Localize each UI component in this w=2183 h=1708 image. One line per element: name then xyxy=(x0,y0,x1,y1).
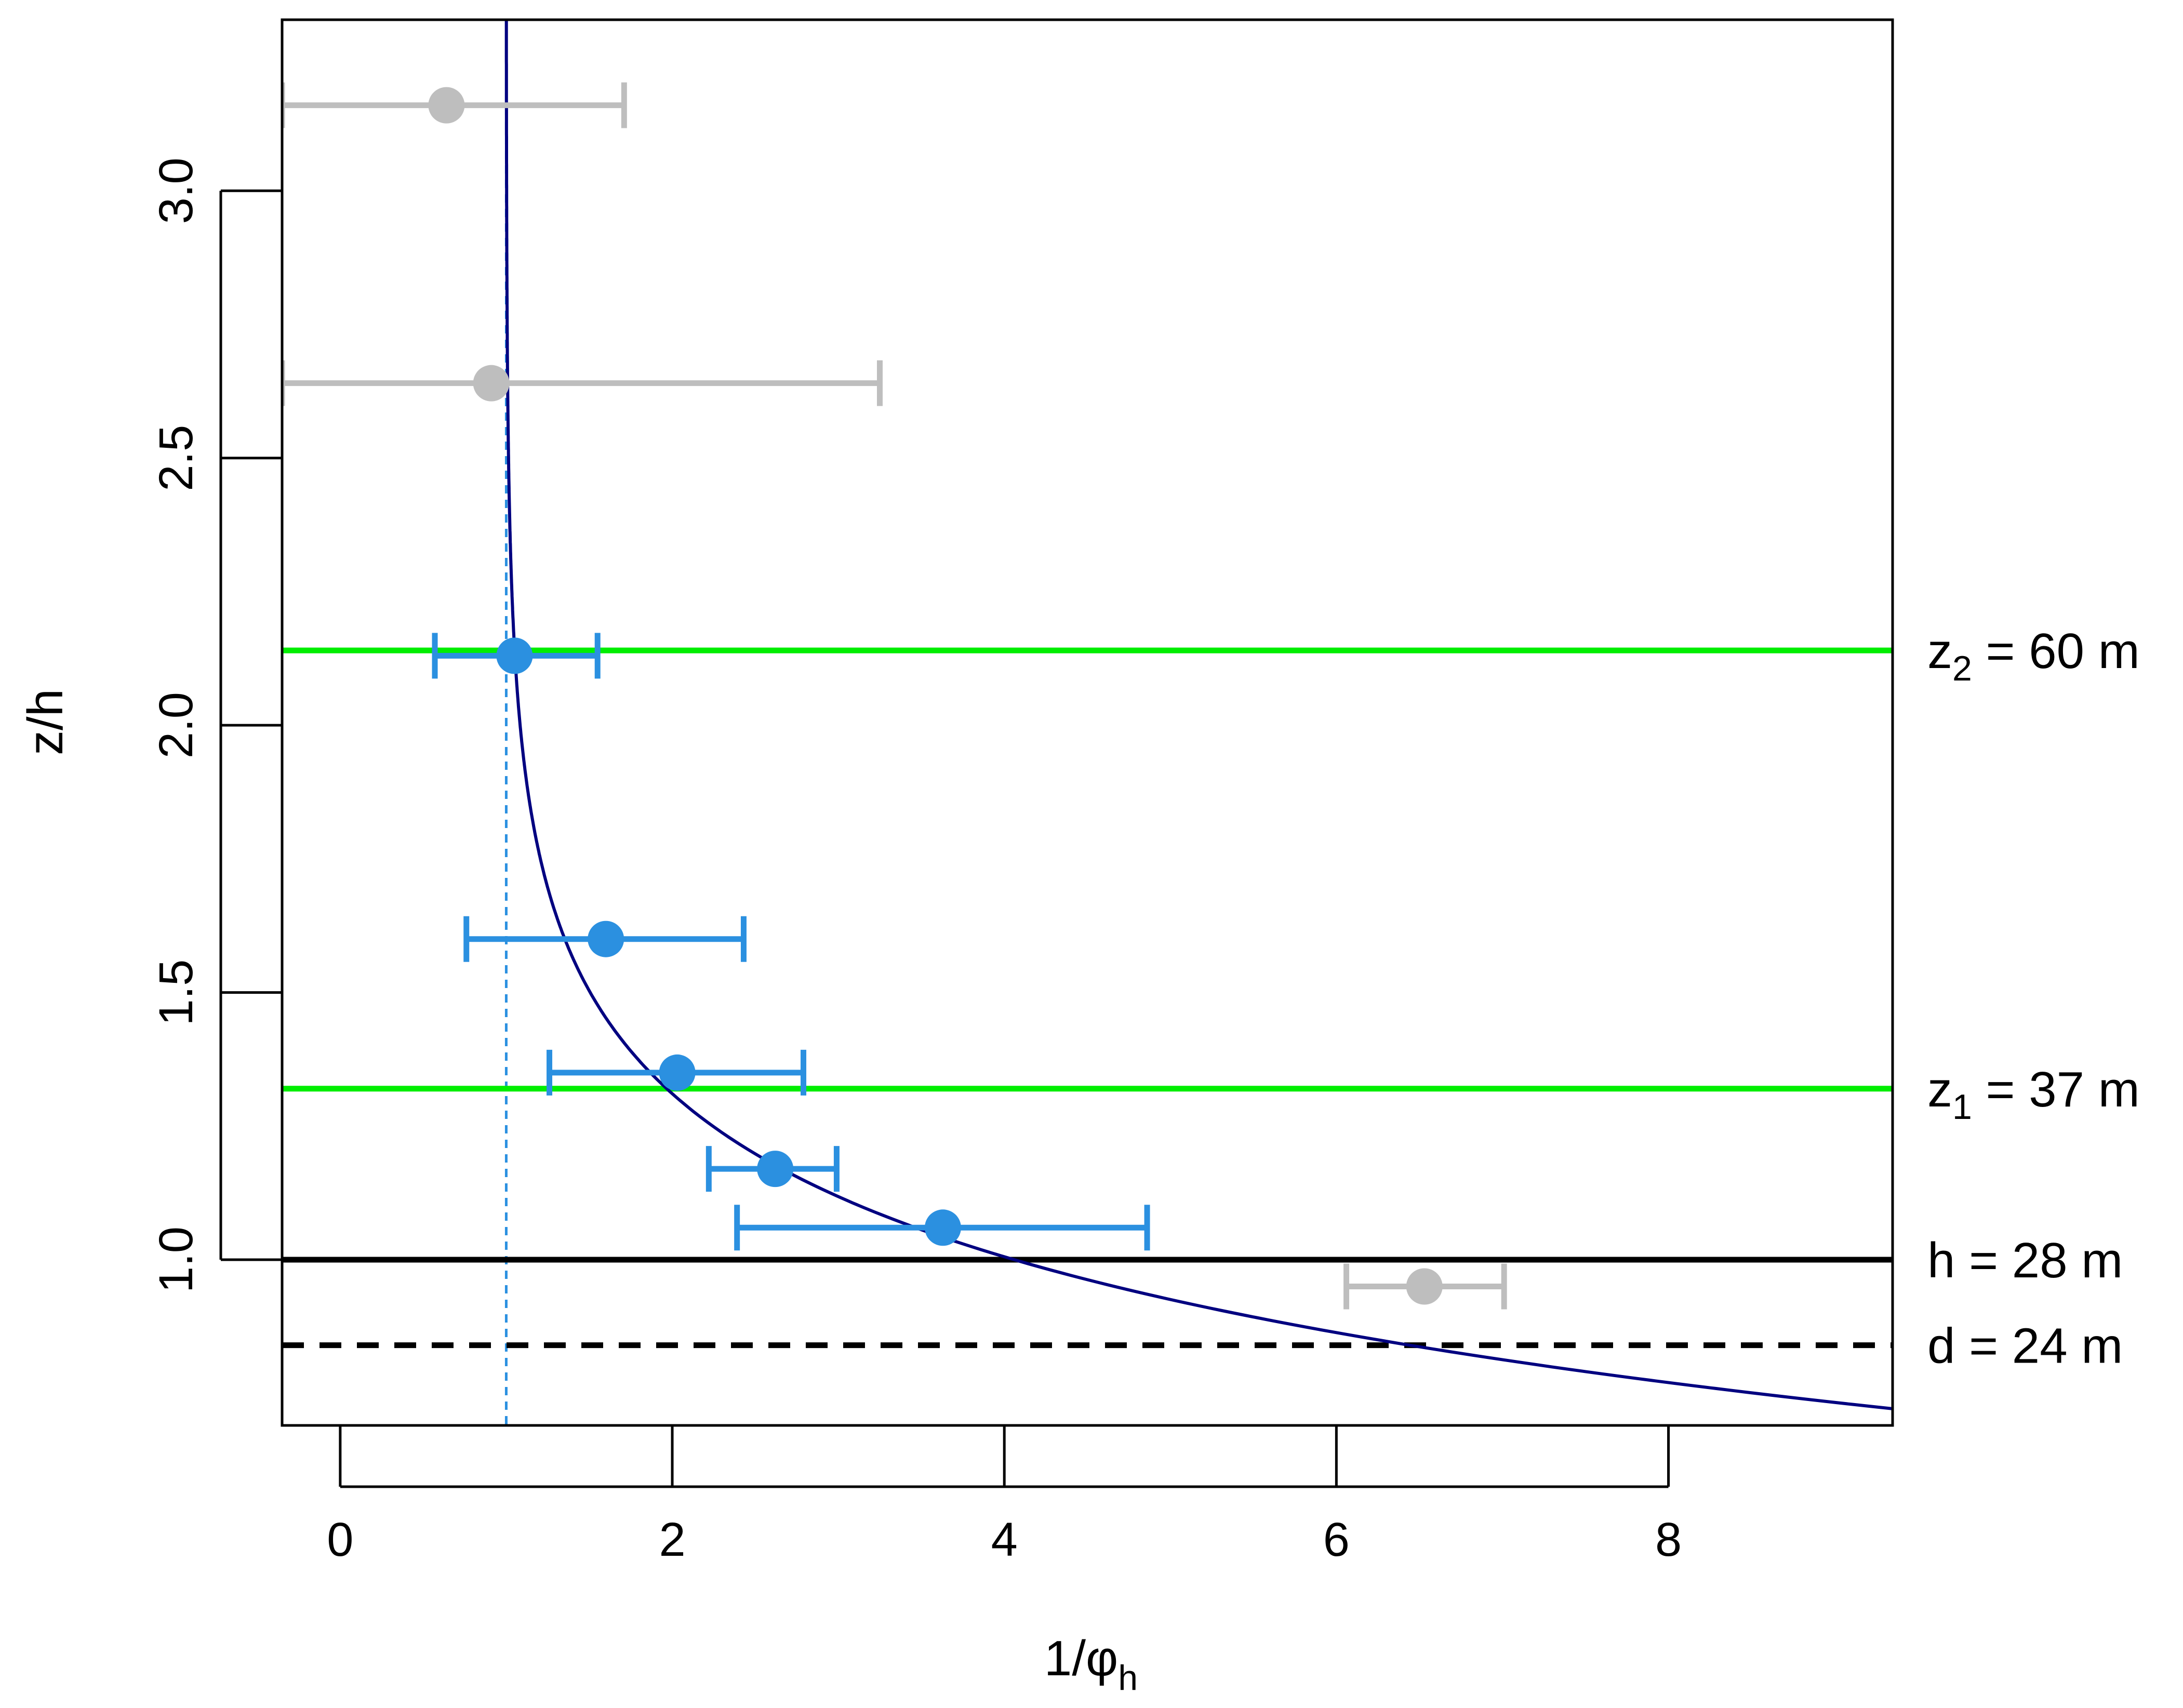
line-label-main-3: d = 24 m xyxy=(1927,1318,2123,1374)
data-point-0-3 xyxy=(757,1151,794,1187)
plot-frame xyxy=(281,18,1894,1427)
y-tick-label-1: 1.5 xyxy=(150,959,203,1026)
plot-area xyxy=(282,20,1893,1425)
x-tick-label-0: 0 xyxy=(327,1513,353,1566)
line-label-main-0: z xyxy=(1927,623,1952,679)
x-axis-title-sub: h xyxy=(1118,1658,1138,1698)
data-point-0-2 xyxy=(659,1054,696,1091)
data-point-0-1 xyxy=(588,920,624,957)
line-label-main-2: h = 28 m xyxy=(1927,1233,2123,1288)
line-label-2: h = 28 m xyxy=(1927,1233,2123,1288)
x-tick-label-2: 4 xyxy=(991,1513,1018,1566)
data-point-1-2 xyxy=(1406,1268,1443,1305)
data-point-1-0 xyxy=(428,87,465,124)
line-label-main-1: z xyxy=(1927,1062,1952,1117)
line-label-0: z2 = 60 m xyxy=(1927,623,2140,688)
x-axis-title: 1/φh xyxy=(1044,1631,1138,1698)
x-tick-label-4: 8 xyxy=(1655,1513,1682,1566)
line-label-sub-0: 2 xyxy=(1952,649,1972,688)
line-annotations: z2 = 60 mz1 = 37 mh = 28 md = 24 m xyxy=(1927,623,2140,1374)
line-label-sub-1: 1 xyxy=(1952,1087,1972,1127)
line-label-1: z1 = 37 m xyxy=(1927,1062,2140,1127)
x-tick-label-3: 6 xyxy=(1323,1513,1350,1566)
y-tick-label-2: 2.0 xyxy=(150,692,203,758)
line-label-rest-0: = 60 m xyxy=(1972,623,2140,679)
data-point-1-1 xyxy=(473,365,510,402)
y-tick-label-3: 2.5 xyxy=(150,425,203,491)
y-axis-title: z/h xyxy=(18,689,73,755)
line-label-3: d = 24 m xyxy=(1927,1318,2123,1374)
x-axis-title-main: 1/φ xyxy=(1044,1631,1118,1686)
y-tick-label-4: 3.0 xyxy=(150,157,203,224)
y-tick-label-0: 1.0 xyxy=(150,1226,203,1293)
data-point-0-0 xyxy=(496,637,533,674)
y-axis: 1.0 1.5 2.0 2.5 3.0 xyxy=(150,157,282,1293)
x-axis: 0 2 4 6 8 xyxy=(327,1425,1682,1566)
data-point-0-4 xyxy=(924,1209,961,1246)
x-tick-label-1: 2 xyxy=(659,1513,685,1566)
line-label-rest-1: = 37 m xyxy=(1972,1062,2140,1117)
fit-curve xyxy=(504,20,1893,1410)
